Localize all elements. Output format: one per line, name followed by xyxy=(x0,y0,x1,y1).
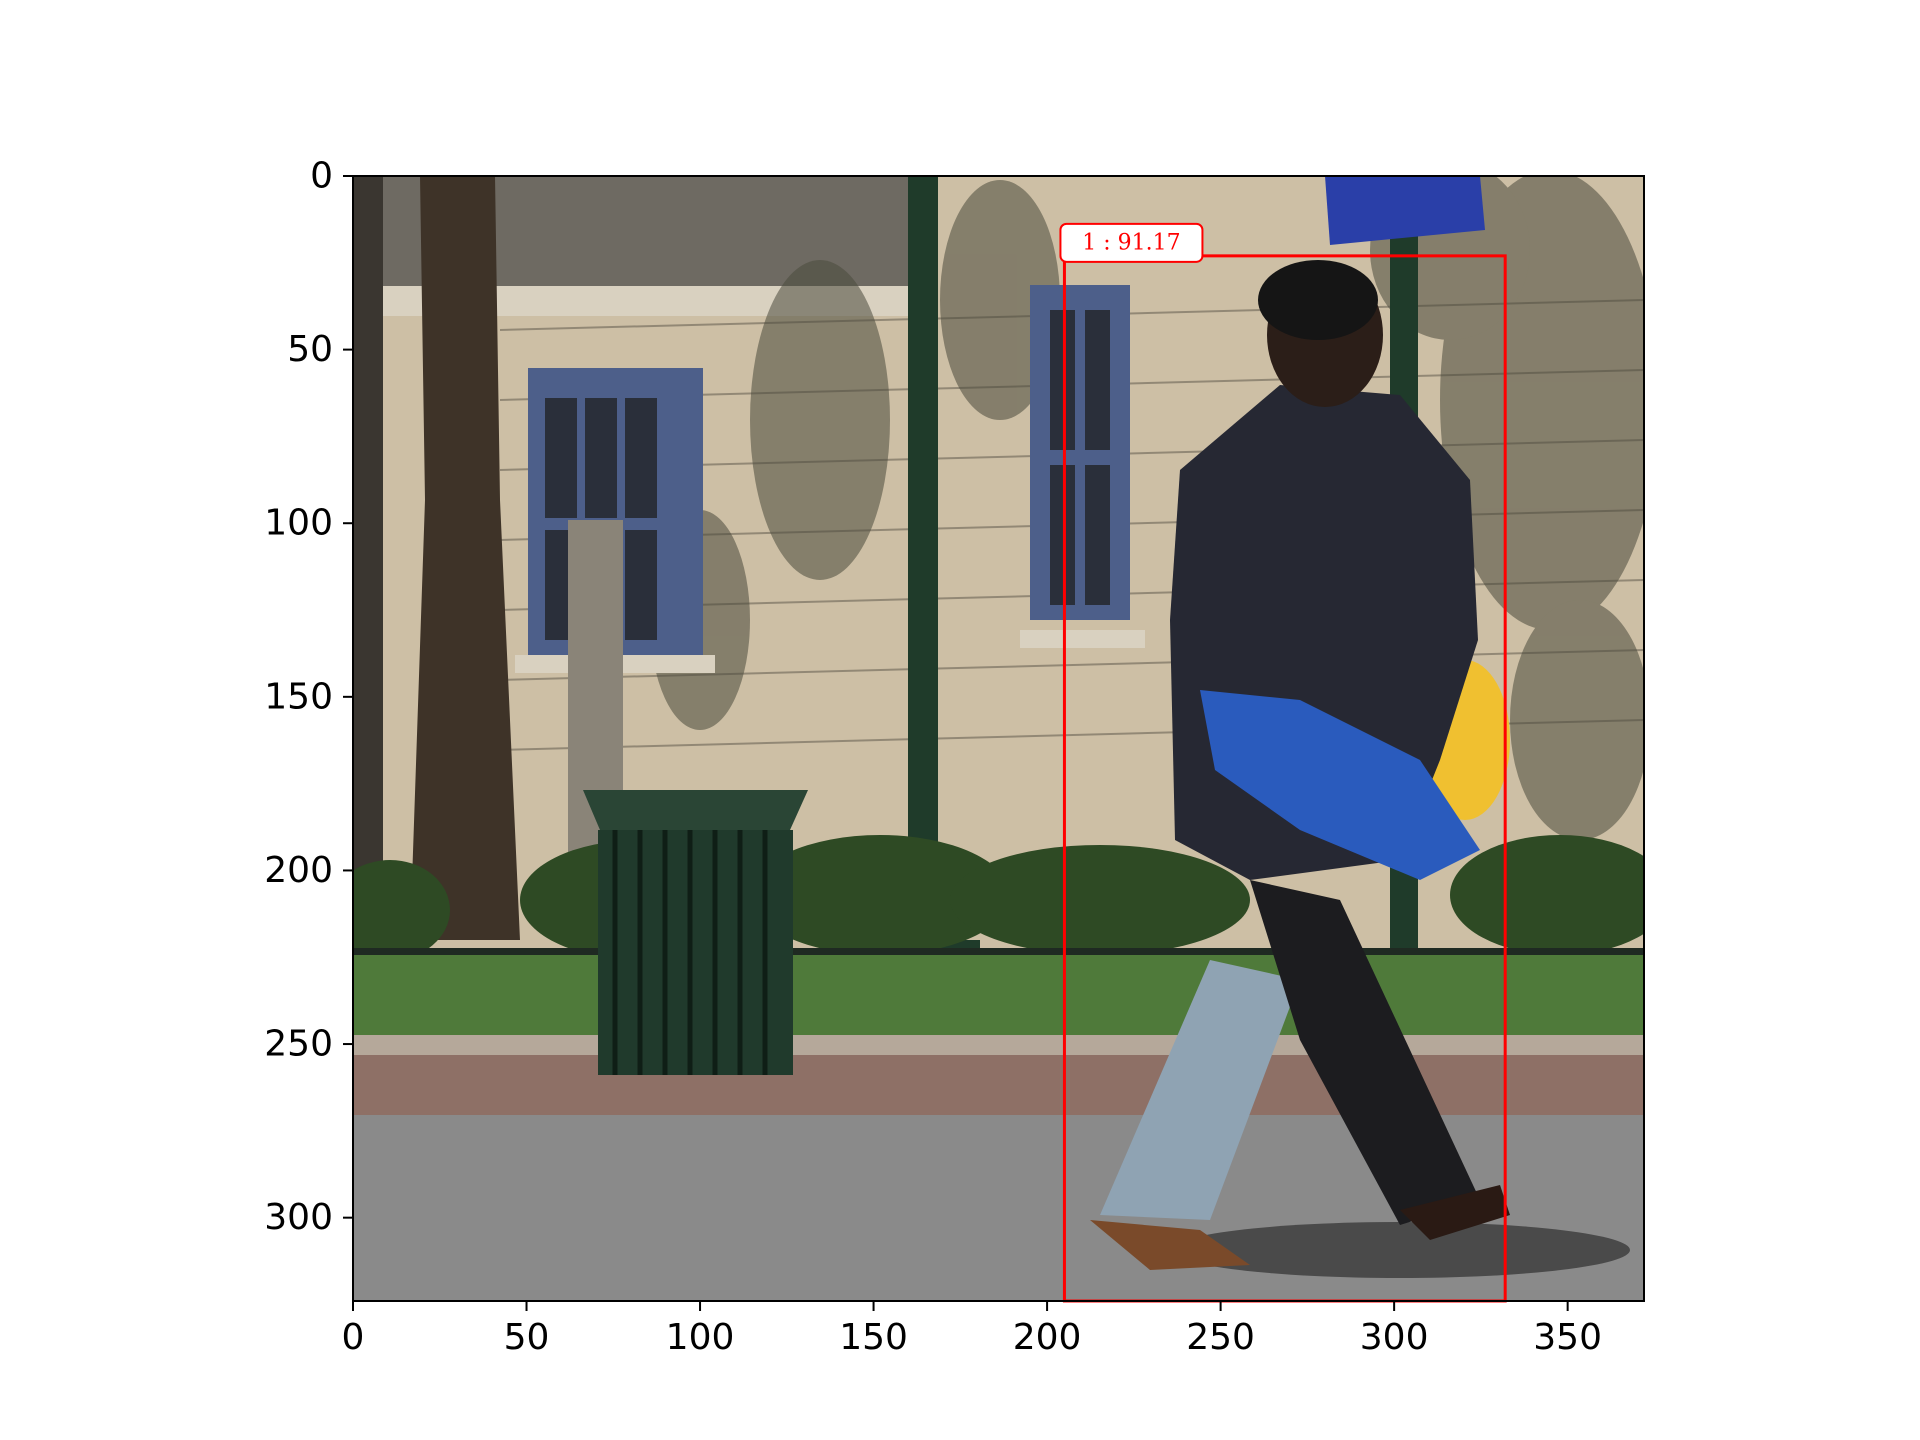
x-tick-label: 300 xyxy=(1360,1317,1429,1358)
y-tick-label: 200 xyxy=(264,850,333,891)
y-tick-label: 250 xyxy=(264,1024,333,1065)
x-axis: 0 50 100 150 200 250 300 350 xyxy=(342,1301,1602,1358)
x-tick-label: 0 xyxy=(342,1317,365,1358)
detection-label-text: 1 : 91.17 xyxy=(1082,230,1180,255)
x-tick-label: 350 xyxy=(1533,1317,1602,1358)
x-tick-label: 200 xyxy=(1013,1317,1082,1358)
y-tick-label: 300 xyxy=(264,1197,333,1238)
y-tick-label: 100 xyxy=(264,503,333,544)
street-photo-icon xyxy=(353,176,1644,1301)
axes-frame xyxy=(352,175,1645,1302)
x-tick-label: 100 xyxy=(666,1317,735,1358)
detection-label: 1 : 91.17 xyxy=(1059,222,1204,263)
x-tick-label: 250 xyxy=(1186,1317,1255,1358)
y-tick-label: 150 xyxy=(264,676,333,717)
x-tick-label: 50 xyxy=(504,1317,550,1358)
y-tick-label: 50 xyxy=(287,329,333,370)
y-axis: 0 50 100 150 200 250 300 xyxy=(264,156,353,1238)
detection-label-background xyxy=(1059,222,1204,263)
y-tick-label: 0 xyxy=(310,156,333,197)
x-tick-label: 150 xyxy=(839,1317,908,1358)
